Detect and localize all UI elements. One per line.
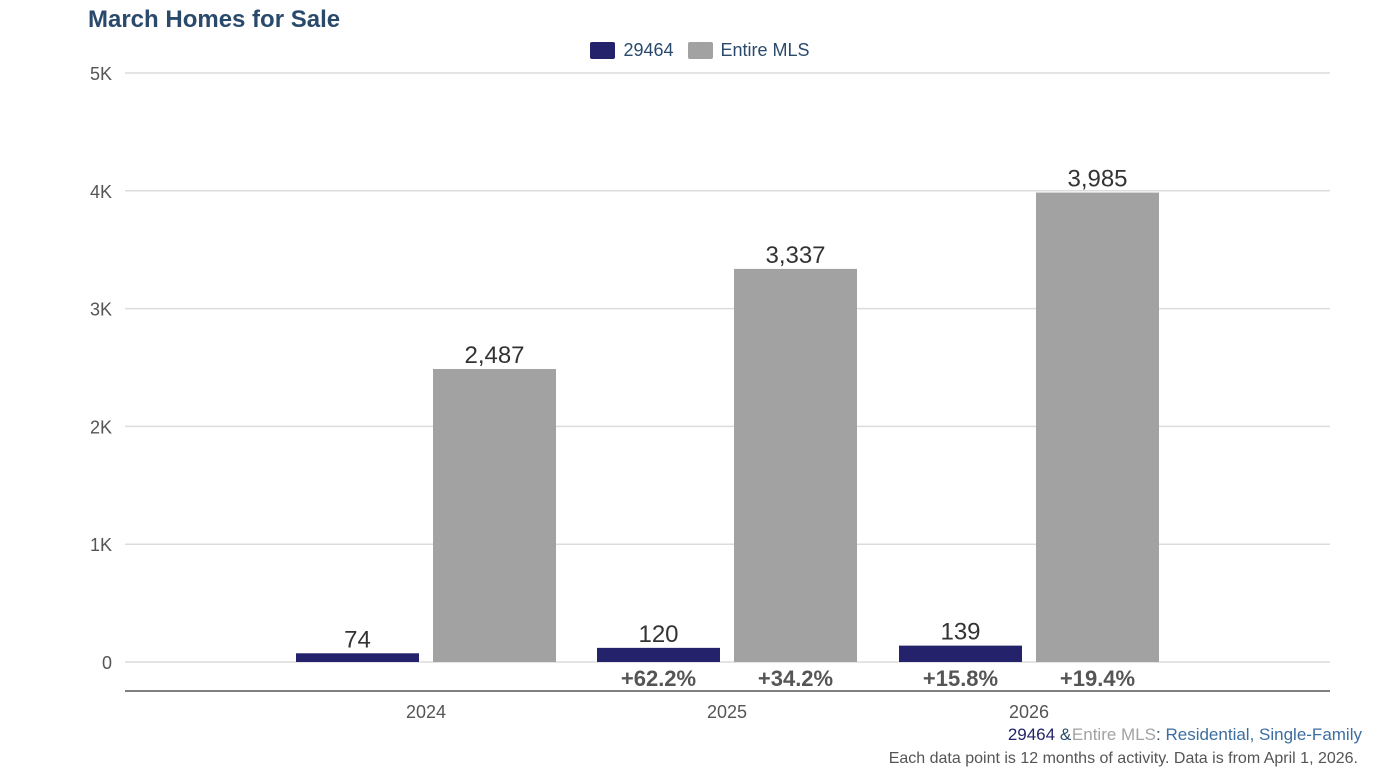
legend-label-entire-mls: Entire MLS [720,40,810,60]
data-label: 120 [638,621,678,648]
footer-area: 29464 [1007,725,1056,744]
legend-item-entire-mls[interactable]: Entire MLS [687,40,810,61]
x-tick-label: 2026 [1009,702,1049,722]
legend-label-29464: 29464 [623,40,674,60]
change-label: +34.2% [758,666,833,691]
bar [734,268,857,662]
footer-property-type: Residential, Single-Family [1165,725,1362,744]
legend-item-29464[interactable]: 29464 [590,40,674,61]
change-label: +15.8% [923,666,998,691]
footer-amp: & [1059,725,1072,744]
legend-swatch-29464 [590,42,616,59]
footer-series-note: 29464 & Entire MLS: Residential, Single-… [1008,725,1362,745]
data-label: 74 [344,626,371,653]
data-label: 139 [940,619,980,646]
data-label: 3,337 [765,242,825,269]
y-tick-label: 5K [90,64,112,84]
footer-data-note: Each data point is 12 months of activity… [888,750,1358,767]
bar [1036,192,1159,662]
x-tick-label: 2024 [406,702,446,722]
y-tick-label: 3K [90,300,112,320]
chart-title: March Homes for Sale [88,6,341,33]
change-label: +62.2% [621,666,696,691]
y-tick-label: 2K [90,417,112,437]
change-label: +19.4% [1060,666,1135,691]
footer-colon: : [1156,725,1161,744]
y-tick-label: 1K [90,535,112,555]
bar [433,369,556,662]
data-label: 2,487 [464,342,524,369]
chart-legend: 29464 Entire MLS [0,40,1400,61]
footer-compare: Entire MLS [1071,725,1156,744]
x-tick-label: 2025 [707,702,747,722]
legend-swatch-entire-mls [687,42,713,59]
bar [899,645,1022,662]
y-tick-label: 4K [90,182,112,202]
bar [597,647,720,662]
bar [296,653,419,662]
y-tick-label: 0 [102,653,112,673]
data-label: 3,985 [1067,166,1127,193]
